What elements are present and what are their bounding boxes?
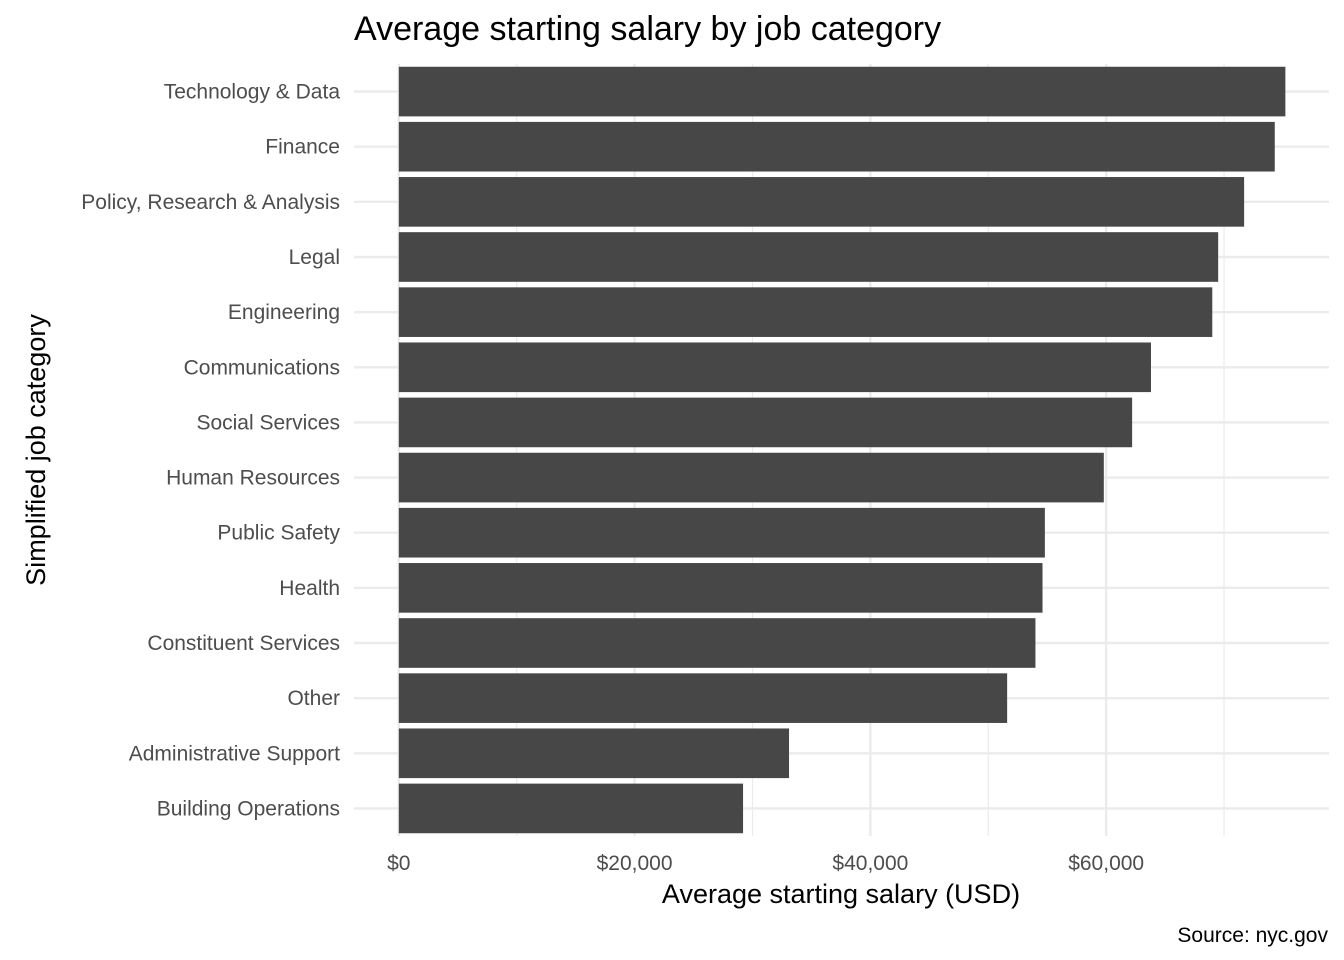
- y-tick-label: Human Resources: [166, 467, 340, 490]
- bar: [398, 232, 1219, 282]
- x-tick-label: $40,000: [832, 852, 908, 875]
- bars: [398, 66, 1286, 834]
- bar: [398, 121, 1275, 172]
- bar: [398, 452, 1104, 503]
- x-tick-label: $60,000: [1068, 852, 1144, 875]
- y-tick-label: Technology & Data: [164, 81, 341, 104]
- bar: [398, 177, 1245, 227]
- y-tick-label: Legal: [289, 246, 340, 269]
- bar: [398, 66, 1286, 117]
- bar: [398, 783, 744, 834]
- y-tick-label: Policy, Research & Analysis: [81, 191, 340, 214]
- y-tick-label: Public Safety: [217, 522, 340, 545]
- y-tick-label: Engineering: [228, 301, 340, 324]
- y-axis-title: Simplified job category: [21, 314, 51, 586]
- bar: [398, 618, 1036, 668]
- x-tick-label: $0: [387, 852, 410, 875]
- bar: [398, 397, 1133, 448]
- y-axis-tick-labels: Technology & Data Finance Policy, Research…: [81, 81, 340, 821]
- y-tick-label: Finance: [265, 136, 340, 159]
- y-tick-label: Health: [279, 577, 340, 600]
- bar: [398, 563, 1043, 613]
- bar: [398, 728, 790, 779]
- y-tick-label: Constituent Services: [147, 632, 340, 655]
- source-caption: Source: nyc.gov: [1177, 924, 1328, 947]
- y-tick-label: Communications: [184, 356, 340, 379]
- x-tick-label: $20,000: [597, 852, 673, 875]
- x-axis-tick-labels: $0 $20,000 $40,000 $60,000: [387, 852, 1144, 875]
- y-tick-label: Other: [287, 687, 340, 710]
- bar: [398, 342, 1151, 393]
- y-tick-label: Building Operations: [157, 797, 340, 820]
- bar: [398, 287, 1213, 337]
- x-axis-title: Average starting salary (USD): [662, 879, 1020, 909]
- chart-title: Average starting salary by job category: [354, 10, 941, 48]
- y-tick-label: Administrative Support: [129, 742, 340, 765]
- bar: [398, 673, 1008, 723]
- y-tick-label: Social Services: [196, 411, 340, 434]
- bar: [398, 507, 1045, 558]
